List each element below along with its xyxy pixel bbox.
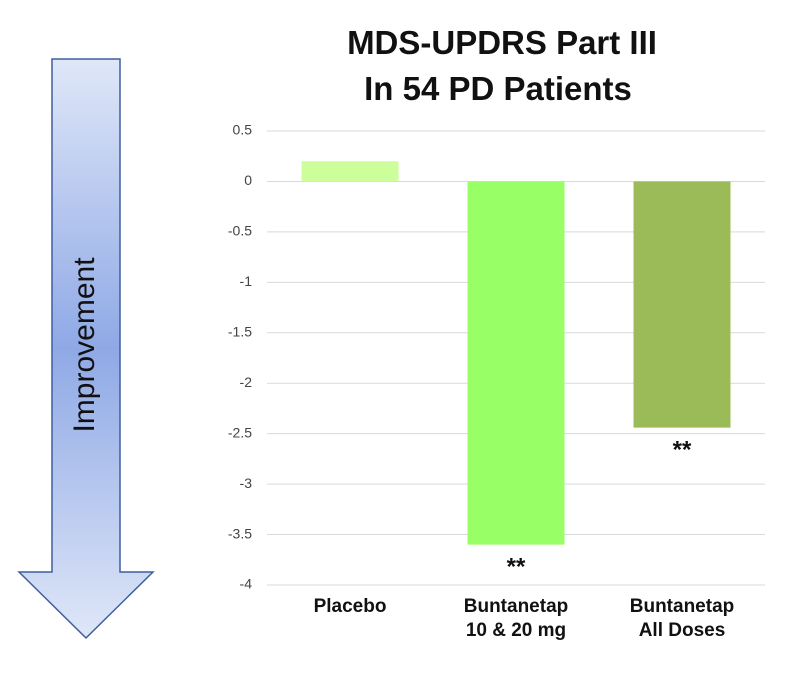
chart-title-line-1: MDS-UPDRS Part III <box>347 24 657 61</box>
y-tick-label: -4 <box>240 576 253 592</box>
improvement-arrow <box>17 58 155 640</box>
improvement-label: Improvement <box>68 257 101 433</box>
bars <box>301 161 731 545</box>
y-tick-label: 0.5 <box>233 122 253 138</box>
bar-2 <box>467 181 565 545</box>
category-label: Buntanetap <box>630 596 735 617</box>
y-tick-label: -0.5 <box>228 223 252 239</box>
bar-3 <box>633 181 731 428</box>
y-tick-label: -3 <box>240 475 253 491</box>
y-tick-label: -3.5 <box>228 525 252 541</box>
y-tick-label: -1.5 <box>228 323 252 339</box>
y-tick-label: -2.5 <box>228 424 252 440</box>
category-label: All Doses <box>639 620 726 641</box>
y-axis-ticks: 0.5 0 -0.5 -1 -1.5 -2 -2.5 -3 -3.5 -4 <box>228 122 252 592</box>
chart-title-line-2: In 54 PD Patients <box>364 70 632 107</box>
y-tick-label: -2 <box>240 374 253 390</box>
category-label: 10 & 20 mg <box>466 620 566 641</box>
significance-marker: ** <box>673 437 692 464</box>
category-label: Placebo <box>314 596 387 617</box>
y-tick-label: 0 <box>244 172 252 188</box>
category-labels: Placebo Buntanetap 10 & 20 mg Buntanetap All… <box>314 596 735 641</box>
significance-marker: ** <box>507 554 526 581</box>
bar-1 <box>301 161 399 182</box>
category-label: Buntanetap <box>464 596 569 617</box>
y-tick-label: -1 <box>240 273 253 289</box>
significance-markers: ** ** <box>507 437 692 581</box>
